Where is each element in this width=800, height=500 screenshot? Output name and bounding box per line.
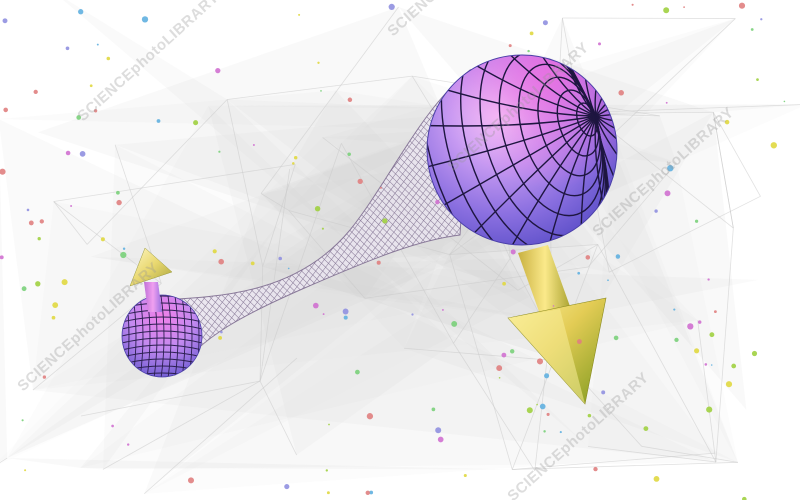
particle-field bbox=[0, 2, 786, 500]
large-sphere bbox=[426, 54, 618, 246]
large-spin-arrow bbox=[507, 245, 607, 405]
small-spin-arrow bbox=[129, 247, 173, 312]
small-sphere bbox=[121, 294, 203, 378]
